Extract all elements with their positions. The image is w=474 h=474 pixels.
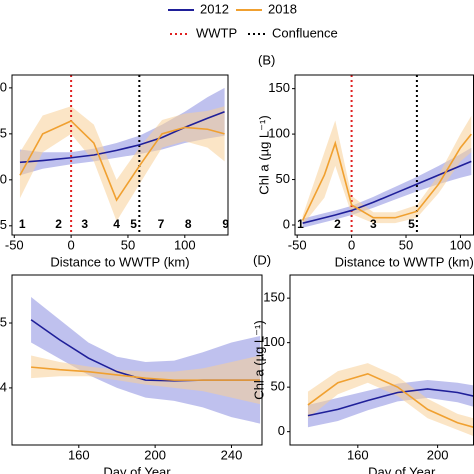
legend-label: Confluence [272, 25, 338, 40]
plot-area [30, 297, 261, 424]
y-tick-label: 50 [276, 171, 290, 186]
x-tick-label: 100 [450, 237, 472, 252]
plot-area [307, 363, 474, 437]
series-line [19, 111, 225, 164]
confidence-band [31, 297, 261, 424]
y-axis-title: Chl a (µg L⁻¹) [251, 320, 266, 399]
series-line [307, 372, 474, 428]
plot-frame [11, 74, 229, 236]
confidence-band [307, 380, 474, 428]
plot-frame [294, 74, 474, 236]
y-tick-label: 0.5 [0, 314, 7, 329]
x-tick-label: 50 [399, 237, 413, 252]
segment-label: 7 [158, 217, 165, 231]
x-tick-label: 160 [68, 447, 90, 462]
legend-label: 2012 [200, 1, 229, 16]
y-tick-label: 2.0 [0, 79, 7, 94]
x-tick-label: 50 [121, 237, 135, 252]
y-axis-title: Chl a (µg L⁻¹) [256, 115, 271, 194]
y-tick-label: 1.5 [0, 125, 7, 140]
x-tick-label: -50 [5, 237, 24, 252]
segment-label: 1 [19, 217, 26, 231]
x-tick-label: 0 [348, 237, 355, 252]
x-tick-label: 0 [67, 237, 74, 252]
y-tick-label: 150 [268, 80, 290, 95]
segment-label: 5 [408, 217, 415, 231]
segment-label: 5 [130, 217, 137, 231]
x-tick-label: 240 [221, 447, 243, 462]
y-tick-label: 0.4 [0, 379, 7, 394]
plot-frame [11, 274, 263, 446]
y-tick-label: 0 [283, 216, 290, 231]
panel-label: (B) [258, 52, 275, 67]
segment-label: 2 [334, 217, 341, 231]
y-tick-label: 50 [271, 379, 285, 394]
x-axis-title: Distance to WWTP (km) [50, 254, 189, 269]
y-tick-label: 0.5 [0, 217, 7, 232]
segment-label: 4 [113, 217, 120, 231]
confidence-band [302, 115, 472, 225]
segment-label: 8 [185, 217, 192, 231]
legend-label: WWTP [196, 25, 237, 40]
x-axis-title: Day of Year [103, 464, 171, 474]
series-line [302, 160, 472, 224]
y-tick-label: 100 [268, 126, 290, 141]
series-line [31, 366, 261, 381]
segment-label: 3 [370, 217, 377, 231]
y-tick-label: 150 [263, 290, 285, 305]
x-axis-title: Day of Year [368, 464, 436, 474]
series-line [301, 133, 472, 221]
x-tick-label: 100 [174, 237, 196, 252]
series-line [19, 120, 225, 202]
confidence-band [307, 363, 474, 437]
confidence-band [19, 106, 225, 222]
segment-label: 3 [81, 217, 88, 231]
segment-label: 1 [297, 217, 304, 231]
y-tick-label: 0 [278, 423, 285, 438]
segment-label: 2 [55, 217, 62, 231]
x-tick-label: -50 [288, 237, 307, 252]
x-tick-label: 200 [427, 447, 449, 462]
x-tick-label: 160 [347, 447, 369, 462]
y-tick-label: 100 [263, 334, 285, 349]
legend-label: 2018 [268, 1, 297, 16]
plot-area: 1 2 3 5 [297, 75, 472, 235]
x-tick-label: 200 [144, 447, 166, 462]
segment-label: 9 [222, 217, 229, 231]
panel-label: (D) [253, 252, 271, 267]
confidence-band [19, 87, 225, 176]
y-tick-label: 1.0 [0, 171, 7, 186]
x-axis-title: Distance to WWTP (km) [335, 254, 474, 269]
series-line [307, 388, 474, 417]
